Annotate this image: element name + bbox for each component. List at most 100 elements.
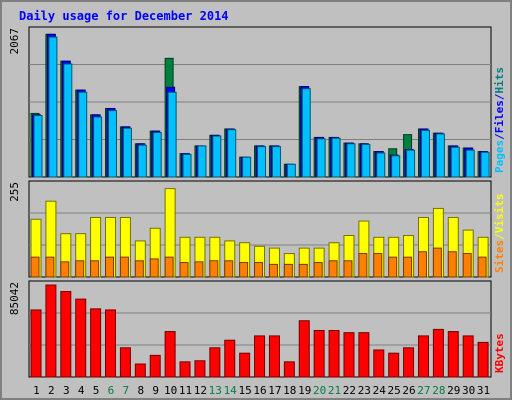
- bar-kbytes-day-17: [268, 335, 280, 378]
- bar-pages-day-15: [242, 156, 252, 178]
- bar-kbytes-day-10: [164, 331, 176, 378]
- panel-kbytes: 85042 KBytes: [8, 280, 506, 378]
- bar-kbytes-day-28: [432, 328, 444, 378]
- x-tick-label-20: 20: [313, 384, 326, 397]
- bar-sites-day-4: [75, 260, 85, 278]
- bar-kbytes-day-5: [90, 308, 102, 378]
- bar-sites-day-13: [209, 260, 219, 278]
- bar-sites-day-5: [90, 260, 100, 278]
- bar-pages-day-27: [420, 129, 430, 178]
- x-tick-label-7: 7: [123, 384, 130, 397]
- bar-kbytes-day-27: [417, 335, 429, 378]
- x-tick-label-6: 6: [108, 384, 115, 397]
- x-tick-label-22: 22: [343, 384, 356, 397]
- bar-kbytes-day-14: [224, 339, 236, 378]
- bar-sites-day-22: [343, 260, 353, 278]
- chart-panels: 2067Pages/Files/Hits255Sites/Visits85042…: [8, 26, 506, 378]
- bar-kbytes-day-2: [45, 284, 57, 378]
- bar-kbytes-day-1: [30, 309, 42, 378]
- panel-visits-sites: 255 Sites/Visits: [8, 180, 506, 278]
- bar-pages-day-11: [182, 153, 192, 178]
- x-tick-label-14: 14: [224, 384, 238, 397]
- panel-legend: Pages/Files/Hits: [493, 67, 506, 173]
- bar-kbytes-day-6: [105, 309, 117, 378]
- bar-pages-day-5: [93, 116, 103, 178]
- bar-sites-day-15: [239, 262, 249, 278]
- x-tick-label-27: 27: [417, 384, 430, 397]
- bar-pages-day-24: [376, 152, 386, 178]
- x-tick-label-26: 26: [402, 384, 415, 397]
- x-tick-label-2: 2: [48, 384, 55, 397]
- bar-pages-day-13: [212, 135, 222, 178]
- bar-kbytes-day-7: [119, 347, 131, 378]
- legend-label: /: [493, 233, 506, 240]
- chart-title: Daily usage for December 2014: [19, 9, 229, 23]
- bar-pages-day-7: [122, 127, 132, 178]
- legend-label: Pages: [493, 140, 506, 173]
- x-tick-label-1: 1: [33, 384, 40, 397]
- bar-kbytes-day-9: [149, 354, 161, 378]
- bar-kbytes-day-15: [239, 352, 251, 378]
- x-tick-label-16: 16: [253, 384, 266, 397]
- bar-pages-day-30: [465, 149, 475, 178]
- bar-pages-day-9: [152, 132, 162, 178]
- bar-pages-day-4: [78, 91, 88, 178]
- x-tick-label-11: 11: [179, 384, 192, 397]
- bar-sites-day-23: [358, 253, 368, 278]
- bar-kbytes-day-16: [254, 335, 266, 378]
- bar-kbytes-day-3: [60, 291, 72, 378]
- x-tick-label-19: 19: [298, 384, 311, 397]
- bar-sites-day-28: [432, 247, 442, 278]
- bar-pages-day-14: [227, 129, 237, 178]
- bar-pages-day-1: [33, 115, 43, 178]
- bar-sites-day-17: [268, 263, 278, 278]
- bar-sites-day-31: [477, 256, 487, 278]
- bar-pages-day-10: [167, 91, 177, 178]
- x-tick-label-31: 31: [477, 384, 490, 397]
- bar-pages-day-3: [63, 63, 73, 178]
- x-tick-label-24: 24: [373, 384, 387, 397]
- series-sites: [30, 247, 487, 278]
- bar-sites-day-3: [60, 261, 70, 278]
- bar-sites-day-20: [313, 262, 323, 278]
- bar-sites-day-1: [30, 256, 40, 278]
- x-tick-label-28: 28: [432, 384, 445, 397]
- axis-max-label: 2067: [8, 28, 21, 55]
- bar-kbytes-day-8: [134, 363, 146, 378]
- bar-kbytes-day-29: [447, 331, 459, 378]
- bar-kbytes-day-24: [373, 349, 385, 378]
- bar-pages-day-25: [391, 155, 401, 178]
- legend-label: /: [493, 93, 506, 100]
- legend-label: Sites: [493, 240, 506, 273]
- x-tick-label-17: 17: [268, 384, 281, 397]
- x-tick-label-18: 18: [283, 384, 296, 397]
- legend-label: Visits: [493, 194, 506, 234]
- axis-max-label: 255: [8, 182, 21, 202]
- panel-legend: KBytes: [493, 333, 506, 373]
- bar-pages-day-22: [346, 143, 356, 178]
- bar-pages-day-21: [331, 137, 341, 178]
- x-tick-label-5: 5: [93, 384, 100, 397]
- bar-pages-day-18: [286, 163, 296, 178]
- bar-kbytes-day-31: [477, 341, 489, 378]
- legend-label: KBytes: [493, 333, 506, 373]
- legend-label: Hits: [493, 67, 506, 94]
- x-axis-labels: 1 2 3 4 5 6 7 8 9 10 11 12 13 14 15 16 17 18 19 20 21 22 23 24 2…: [33, 384, 490, 397]
- panel-legend: Sites/Visits: [493, 194, 506, 274]
- x-tick-label-4: 4: [78, 384, 85, 397]
- x-tick-label-30: 30: [462, 384, 475, 397]
- bar-kbytes-day-22: [343, 332, 355, 378]
- bar-pages-day-19: [301, 88, 311, 178]
- x-tick-label-21: 21: [328, 384, 341, 397]
- bar-sites-day-8: [134, 260, 144, 278]
- bar-sites-day-10: [164, 256, 174, 278]
- bar-sites-day-14: [224, 260, 234, 278]
- bar-pages-day-29: [450, 146, 460, 178]
- series-pages: [33, 36, 490, 178]
- x-tick-label-12: 12: [194, 384, 207, 397]
- x-tick-label-29: 29: [447, 384, 460, 397]
- bar-kbytes-day-21: [328, 329, 340, 378]
- bar-pages-day-17: [271, 146, 281, 178]
